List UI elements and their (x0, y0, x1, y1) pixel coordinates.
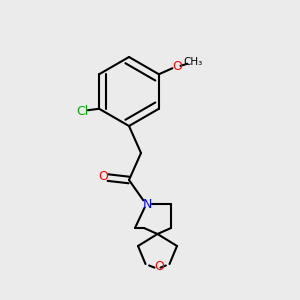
Text: CH₃: CH₃ (184, 57, 203, 67)
Text: O: O (172, 60, 182, 73)
Text: N: N (142, 197, 152, 211)
Text: O: O (154, 260, 164, 274)
Text: Cl: Cl (76, 105, 89, 118)
Text: O: O (99, 170, 108, 184)
